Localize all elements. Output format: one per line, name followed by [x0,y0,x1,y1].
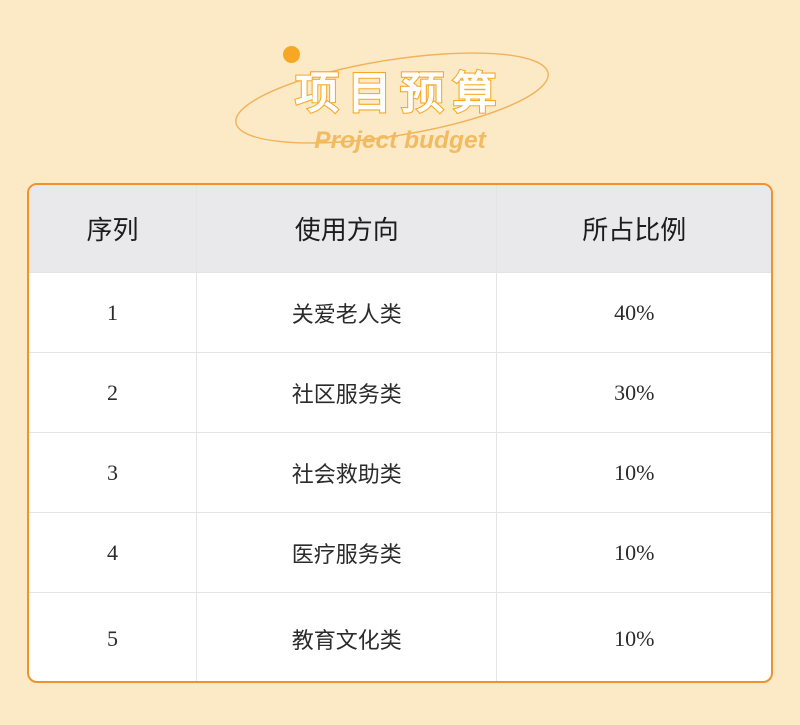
svg-text:项目预算: 项目预算 [295,69,505,118]
